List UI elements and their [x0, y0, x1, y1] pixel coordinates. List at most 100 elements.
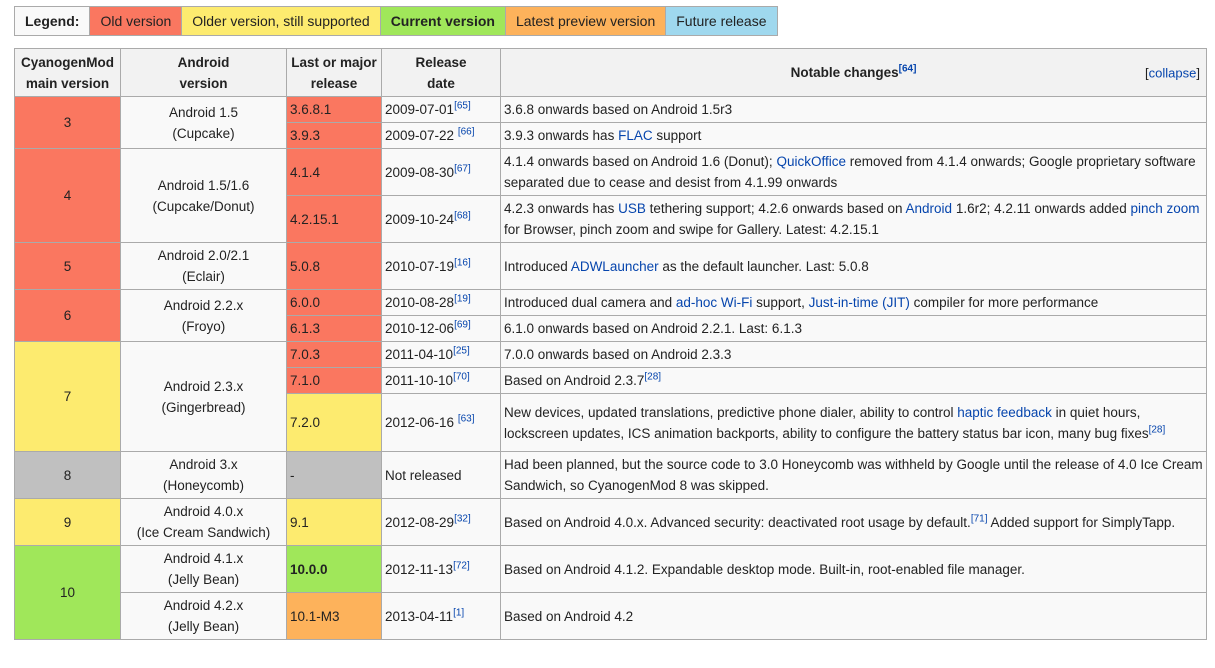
android-version-text: Android 4.2.x: [163, 598, 244, 613]
table-row: 4.2.15.1 2009-10-24[68] 4.2.3 onwards has …: [15, 195, 1207, 243]
reference-link[interactable]: [68]: [454, 210, 471, 221]
notes-text: 7.0.0 onwards based on Android 2.3.3: [504, 347, 732, 362]
wiki-link[interactable]: USB: [618, 201, 646, 216]
collapse-link[interactable]: collapse: [1148, 65, 1197, 80]
release-cell: 6.1.3: [286, 315, 382, 342]
notes-text: New devices, updated translations, predi…: [504, 404, 958, 420]
notes-text: 3.9.3 onwards has: [504, 128, 619, 143]
release-date-cell: 2009-10-24[68]: [381, 195, 501, 243]
version-rows: 3 Android 1.5 (Cupcake) 3.6.8.1 2009-07-01[6…: [14, 96, 1207, 640]
main-version-cell: 8: [14, 451, 121, 499]
header-notable-ref[interactable]: [64]: [898, 63, 917, 75]
notes-text: Based on Android 2.3.7: [504, 373, 645, 388]
release-date-cell: 2010-12-06[69]: [381, 315, 501, 342]
header-android-version: Android version: [120, 48, 287, 97]
android-version-cell: Android 4.0.x (Ice Cream Sandwich): [120, 498, 287, 546]
wiki-link[interactable]: haptic feedback: [957, 404, 1052, 420]
notable-changes-cell: Introduced dual camera and ad-hoc Wi-Fi …: [500, 289, 1207, 316]
release-date-text: 2010-07-19: [385, 258, 455, 274]
reference-link[interactable]: [63]: [457, 413, 475, 425]
wiki-link[interactable]: ADWLauncher: [570, 258, 659, 274]
reference-link[interactable]: [71]: [970, 513, 988, 524]
notes-text: 3.6.8 onwards based on Android 1.5r3: [504, 102, 733, 117]
legend-preview-version: Latest preview version: [504, 6, 667, 36]
table-row: Android 4.2.x (Jelly Bean) 10.1-M3 2013-04-…: [15, 592, 1207, 640]
release-date-cell: 2012-06-16 [63]: [381, 393, 501, 452]
android-version-text: (Eclair): [182, 269, 225, 284]
main-version-cell: 9: [14, 498, 121, 546]
reference-link[interactable]: [19]: [454, 293, 471, 305]
android-version-cell: Android 1.5 (Cupcake): [120, 96, 287, 149]
reference-link[interactable]: [65]: [454, 100, 471, 112]
wiki-link[interactable]: QuickOffice: [776, 154, 846, 169]
notable-changes-cell: Based on Android 2.3.7[28]: [500, 367, 1207, 394]
wiki-link[interactable]: FLAC: [618, 128, 653, 143]
wiki-link[interactable]: ad-hoc Wi-Fi: [675, 295, 753, 310]
release-date-cell: 2010-08-28[19]: [381, 289, 501, 316]
reference-link[interactable]: [72]: [453, 560, 470, 571]
table-row: 7.1.0 2011-10-10[70] Based on Android 2.3.…: [15, 367, 1207, 394]
release-date-cell: 2013-04-11[1]: [381, 592, 501, 640]
table-row: 9 Android 4.0.x (Ice Cream Sandwich) 9.1 201…: [14, 498, 1207, 546]
release-date-text: 2011-10-10: [385, 373, 454, 388]
android-version-text: Android 2.0/2.1: [157, 248, 250, 263]
wiki-link[interactable]: Android: [905, 201, 953, 216]
notes-text: 4.1.4 onwards based on Android 1.6 (Donu…: [504, 154, 777, 169]
table-row: 8 Android 3.x (Honeycomb) - Not released Had …: [14, 451, 1207, 499]
notable-changes-cell: Based on Android 4.1.2. Expandable deskt…: [500, 545, 1207, 593]
legend-table: Legend: Old version Older version, still…: [13, 6, 778, 36]
release-cell: 7.2.0: [286, 393, 382, 452]
reference-link[interactable]: [32]: [454, 513, 471, 524]
release-cell: 7.0.3: [286, 341, 382, 368]
android-version-text: (Cupcake/Donut): [152, 198, 255, 214]
header-main-version: CyanogenMod main version: [14, 48, 121, 97]
release-date-cell: 2009-07-22 [66]: [381, 122, 501, 149]
release-date-text: 2012-08-29: [385, 514, 455, 530]
wiki-link[interactable]: Just-in-time (JIT): [808, 295, 910, 310]
release-cell: 9.1: [286, 498, 382, 546]
android-version-text: (Cupcake): [172, 125, 235, 141]
release-cell: 7.1.0: [286, 367, 382, 394]
reference-link[interactable]: [1]: [453, 607, 465, 618]
reference-link[interactable]: [28]: [644, 371, 662, 383]
header-notable-changes: Notable changes[64] [collapse]: [500, 48, 1207, 97]
notes-text: Added support for SimplyTapp.: [987, 514, 1176, 530]
table-row: 10 Android 4.1.x (Jelly Bean) 10.0.0 2012-11…: [14, 545, 1207, 640]
release-cell: 5.0.8: [286, 242, 382, 290]
android-version-cell: Android 2.3.x (Gingerbread): [120, 341, 287, 452]
notable-changes-cell: New devices, updated translations, predi…: [500, 393, 1207, 452]
reference-link[interactable]: [66]: [457, 126, 475, 138]
reference-link[interactable]: [70]: [453, 371, 470, 383]
release-cell: 4.2.15.1: [286, 195, 382, 243]
table-row: 4 Android 1.5/1.6 (Cupcake/Donut) 4.1.4 2009…: [14, 148, 1207, 243]
release-date-text: 2013-04-11: [385, 608, 454, 624]
notable-changes-cell: Had been planned, but the source code to…: [500, 451, 1207, 499]
header-release-date: Release date: [381, 48, 501, 97]
android-version-text: Android 3.x: [169, 457, 238, 472]
release-date-cell: 2012-08-29[32]: [381, 498, 501, 546]
reference-link[interactable]: [28]: [1148, 424, 1166, 435]
collapse-toggle[interactable]: [collapse]: [1145, 65, 1200, 80]
notes-text: Based on Android 4.2: [504, 608, 634, 624]
reference-link[interactable]: [67]: [454, 163, 471, 174]
notes-text: as the default launcher. Last: 5.0.8: [658, 258, 869, 274]
release-date-cell: 2012-11-13[72]: [381, 545, 501, 593]
notes-text: 4.2.3 onwards has: [504, 201, 619, 216]
notable-changes-cell: Based on Android 4.2: [500, 592, 1207, 640]
reference-link[interactable]: [69]: [454, 319, 471, 331]
notes-text: 6.1.0 onwards based on Android 2.2.1. La…: [504, 321, 802, 336]
wiki-link[interactable]: pinch zoom: [1130, 201, 1200, 216]
release-date-cell: 2009-08-30[67]: [381, 148, 501, 196]
table-row: 6 Android 2.2.x (Froyo) 6.0.0 2010-08-28[19]…: [14, 289, 1207, 342]
notable-changes-cell: Based on Android 4.0.x. Advanced securit…: [500, 498, 1207, 546]
notable-changes-cell: 4.2.3 onwards has USB tethering support;…: [500, 195, 1207, 243]
reference-link[interactable]: [16]: [454, 257, 471, 268]
release-date-cell: Not released: [381, 451, 501, 499]
release-date-text: 2009-07-01: [385, 102, 455, 117]
legend-current-version: Current version: [379, 6, 506, 36]
android-version-text: Android 1.5: [168, 104, 239, 120]
legend-older-version: Older version, still supported: [181, 6, 381, 36]
release-cell: 4.1.4: [286, 148, 382, 196]
table-row: 3.9.3 2009-07-22 [66] 3.9.3 onwards has FL…: [15, 122, 1207, 149]
reference-link[interactable]: [25]: [453, 345, 470, 357]
